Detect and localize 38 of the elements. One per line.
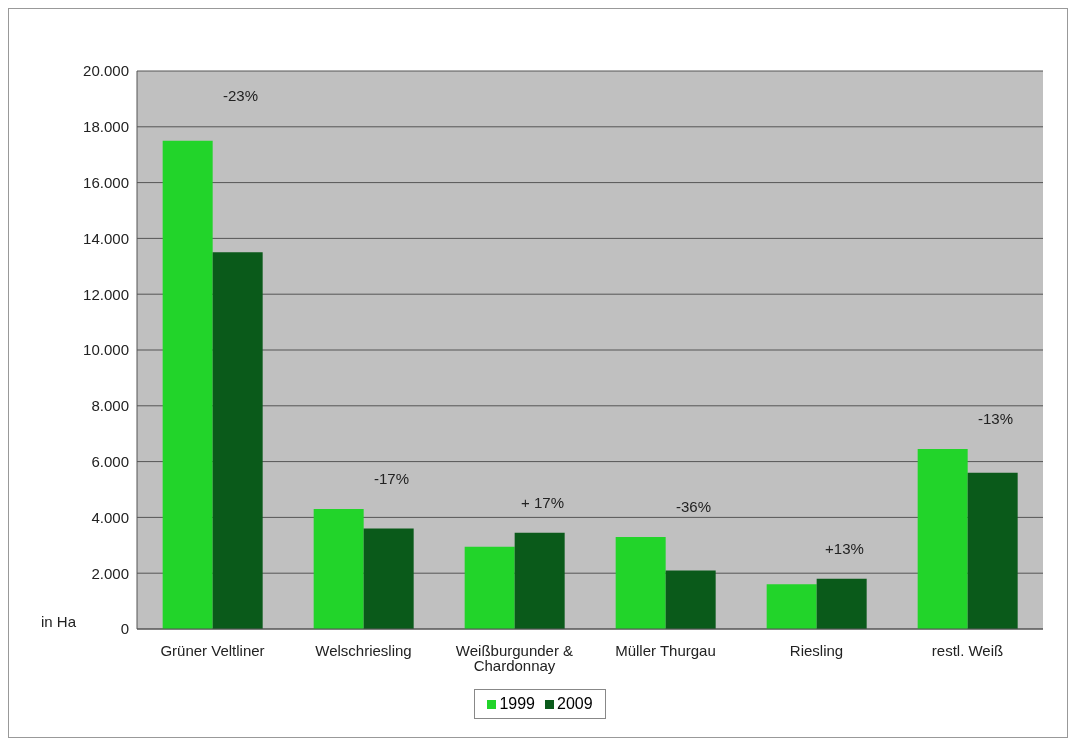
y-tick-label: 8.000 — [91, 397, 129, 415]
y-tick-label: 4.000 — [91, 508, 129, 526]
x-tick-label: Weißburgunder & Chardonnay — [455, 641, 574, 674]
y-tick-label: 12.000 — [83, 285, 129, 303]
bar — [967, 472, 1018, 629]
annotation: -17% — [373, 470, 410, 488]
x-tick-label: Riesling — [789, 641, 844, 659]
annotation: -23% — [222, 87, 259, 105]
y-tick-label: 0 — [120, 620, 129, 638]
x-tick-label: restl. Weiß — [931, 641, 1004, 659]
y-tick-label: 18.000 — [83, 118, 129, 136]
y-tick-label: 16.000 — [83, 173, 129, 191]
bar — [665, 570, 716, 629]
y-axis-title: in Ha — [41, 613, 77, 630]
bar — [514, 532, 565, 629]
legend-label: 1999 — [498, 695, 535, 713]
bar — [464, 546, 515, 629]
bar — [363, 528, 414, 629]
bar — [917, 449, 968, 629]
bar — [766, 584, 817, 629]
bar — [615, 536, 666, 629]
y-tick-label: 2.000 — [91, 564, 129, 582]
annotation: + 17% — [521, 494, 564, 512]
annotation: -36% — [675, 498, 712, 516]
annotation: +13% — [825, 540, 864, 558]
y-tick-label: 6.000 — [91, 452, 129, 470]
y-tick-label: 20.000 — [83, 62, 129, 80]
annotation: -13% — [977, 410, 1014, 428]
legend-label: 2009 — [556, 695, 593, 713]
y-tick-label: 10.000 — [83, 341, 129, 359]
x-tick-label: Müller Thurgau — [615, 641, 716, 659]
bar — [816, 578, 867, 629]
bar — [212, 252, 263, 629]
y-tick-label: 14.000 — [83, 229, 129, 247]
bar — [162, 140, 213, 629]
x-tick-label: Welschriesling — [315, 641, 412, 659]
bar — [313, 509, 364, 629]
x-tick-label: Grüner Veltliner — [160, 641, 265, 659]
